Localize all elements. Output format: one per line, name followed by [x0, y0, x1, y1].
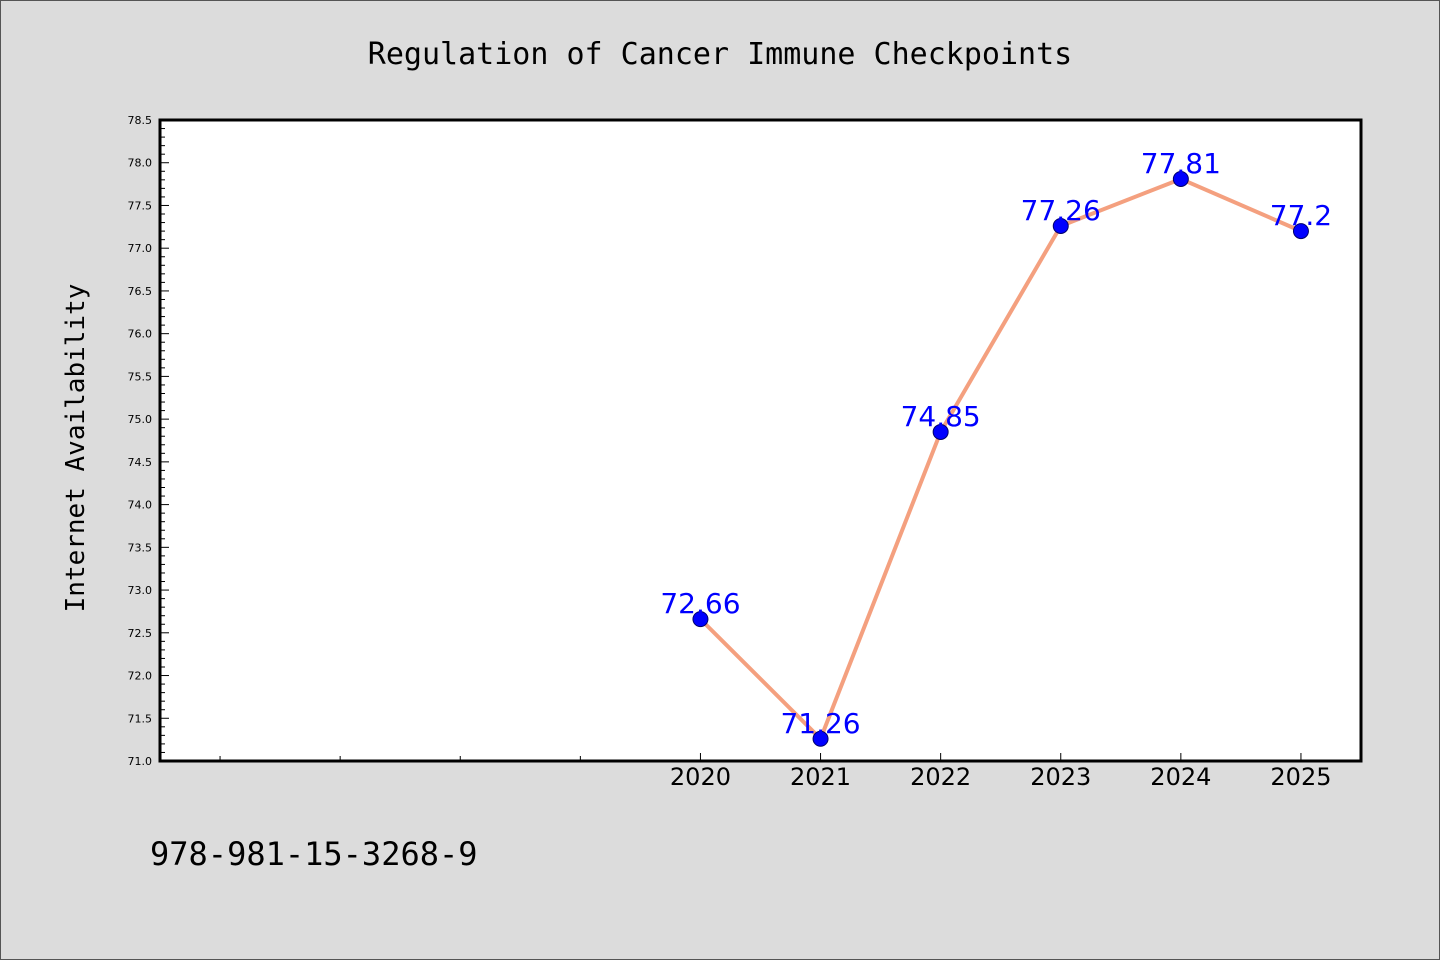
plot-area [158, 118, 1363, 763]
x-tick-label: 2022 [910, 763, 971, 791]
x-tick-label: 2020 [670, 763, 731, 791]
data-label: 77.26 [1021, 194, 1101, 227]
chart-title: Regulation of Cancer Immune Checkpoints [368, 37, 1072, 72]
x-tick-label: 2025 [1270, 763, 1331, 791]
x-tick-label: 2023 [1030, 763, 1091, 791]
data-point [1292, 223, 1309, 240]
y-tick-label: 76.5 [128, 285, 153, 298]
data-label: 72.66 [660, 587, 740, 620]
y-tick-label: 74.5 [128, 456, 153, 469]
y-axis-ticks: 71.0 71.5 72.0 72.5 73.0 73.5 74.0 74.5 75.0 75.5… [128, 114, 169, 768]
x-axis-ticks: 2020 2021 2022 2023 2024 2025 [219, 753, 1331, 791]
y-tick-label: 77.5 [128, 199, 153, 212]
data-point [1052, 217, 1069, 234]
x-tick-label: 2024 [1150, 763, 1211, 791]
y-tick-label: 72.5 [128, 627, 153, 640]
y-tick-label: 75.0 [128, 413, 153, 426]
series-line [698, 176, 1303, 741]
y-tick-label: 76.0 [128, 328, 153, 341]
y-tick-label: 73.5 [128, 541, 153, 554]
y-tick-label: 73.0 [128, 584, 153, 597]
data-label: 74.85 [901, 400, 981, 433]
data-point [812, 730, 829, 747]
data-point [932, 423, 949, 440]
y-tick-label: 71.0 [128, 755, 153, 768]
series-group: 72.66 71.26 74.85 77.26 77.81 77.2 [660, 147, 1332, 747]
data-label: 77.2 [1270, 199, 1332, 232]
y-tick-label: 78.5 [128, 114, 153, 127]
y-tick-label: 77.0 [128, 242, 153, 255]
isbn-text: 978-981-15-3268-9 [150, 835, 478, 873]
y-tick-label: 78.0 [128, 157, 153, 170]
y-tick-label: 74.0 [128, 499, 153, 512]
x-tick-label: 2021 [790, 763, 851, 791]
y-tick-label: 71.5 [128, 712, 153, 725]
data-label: 77.81 [1141, 147, 1221, 180]
data-label: 71.26 [780, 707, 860, 740]
data-point [1172, 170, 1189, 187]
y-tick-label: 75.5 [128, 370, 153, 383]
y-tick-label: 72.0 [128, 670, 153, 683]
y-axis-label: Internet Availability [61, 284, 91, 613]
data-point [692, 611, 709, 628]
